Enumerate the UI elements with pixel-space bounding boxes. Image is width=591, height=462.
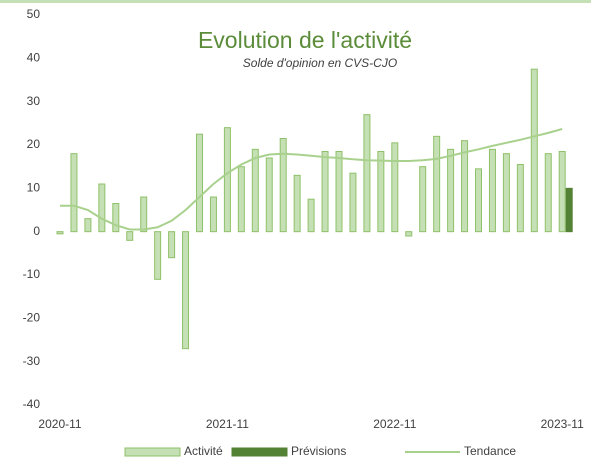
bar [293, 174, 301, 233]
bar [182, 231, 190, 350]
x-tick-label: 2021-11 [206, 417, 249, 431]
bar [377, 151, 385, 233]
bar [168, 231, 176, 259]
y-tick-label: 40 [27, 51, 41, 65]
trend-line [60, 128, 563, 231]
legend-label: Activité [184, 444, 223, 458]
bar [251, 148, 259, 233]
bar [475, 168, 482, 233]
x-tick-label: 2022-11 [373, 417, 416, 431]
bar [335, 151, 343, 233]
y-tick-label: -10 [23, 267, 41, 281]
bar [112, 203, 120, 233]
bar [516, 164, 524, 233]
bar [405, 231, 413, 237]
bar [70, 153, 78, 233]
y-tick-label: 20 [27, 137, 41, 151]
y-tick-label: -30 [23, 354, 41, 368]
bar [321, 151, 329, 233]
bar [98, 183, 106, 233]
bar [349, 172, 357, 233]
bar [140, 196, 148, 233]
bar [56, 231, 64, 235]
bar [502, 153, 510, 233]
chart-subtitle: Solde d'opinion en CVS-CJO [243, 56, 397, 70]
legend-swatch [124, 447, 181, 457]
y-tick-label: 30 [27, 94, 41, 108]
y-tick-label: 10 [27, 181, 41, 195]
bar [223, 127, 231, 233]
bar [126, 231, 134, 241]
bar [154, 231, 162, 280]
x-tick-label: 2020-11 [38, 417, 81, 431]
bar [419, 166, 427, 233]
bar [363, 114, 371, 233]
x-tick-label: 2023-11 [541, 417, 584, 431]
bar [565, 187, 573, 233]
bar [209, 196, 217, 233]
bar [530, 68, 538, 233]
bar [544, 153, 552, 233]
y-tick-label: -20 [23, 311, 41, 325]
bar [237, 166, 245, 233]
y-tick-label: -40 [23, 397, 41, 411]
bar [279, 138, 287, 233]
bar [265, 157, 273, 233]
legend-label: Prévisions [291, 444, 346, 458]
legend-label: Tendance [464, 444, 516, 458]
chart-title: Evolution de l'activité [198, 27, 412, 53]
bar [307, 198, 315, 233]
bar [84, 218, 92, 233]
bar [447, 148, 455, 233]
bar [488, 148, 496, 233]
bar [391, 142, 399, 233]
bar [433, 135, 441, 233]
y-tick-label: 0 [33, 224, 40, 238]
bar [461, 140, 469, 233]
bar [196, 133, 203, 233]
legend-swatch [231, 447, 288, 457]
top-border [0, 0, 591, 3]
bar [558, 151, 566, 233]
y-tick-label: 50 [27, 7, 41, 21]
